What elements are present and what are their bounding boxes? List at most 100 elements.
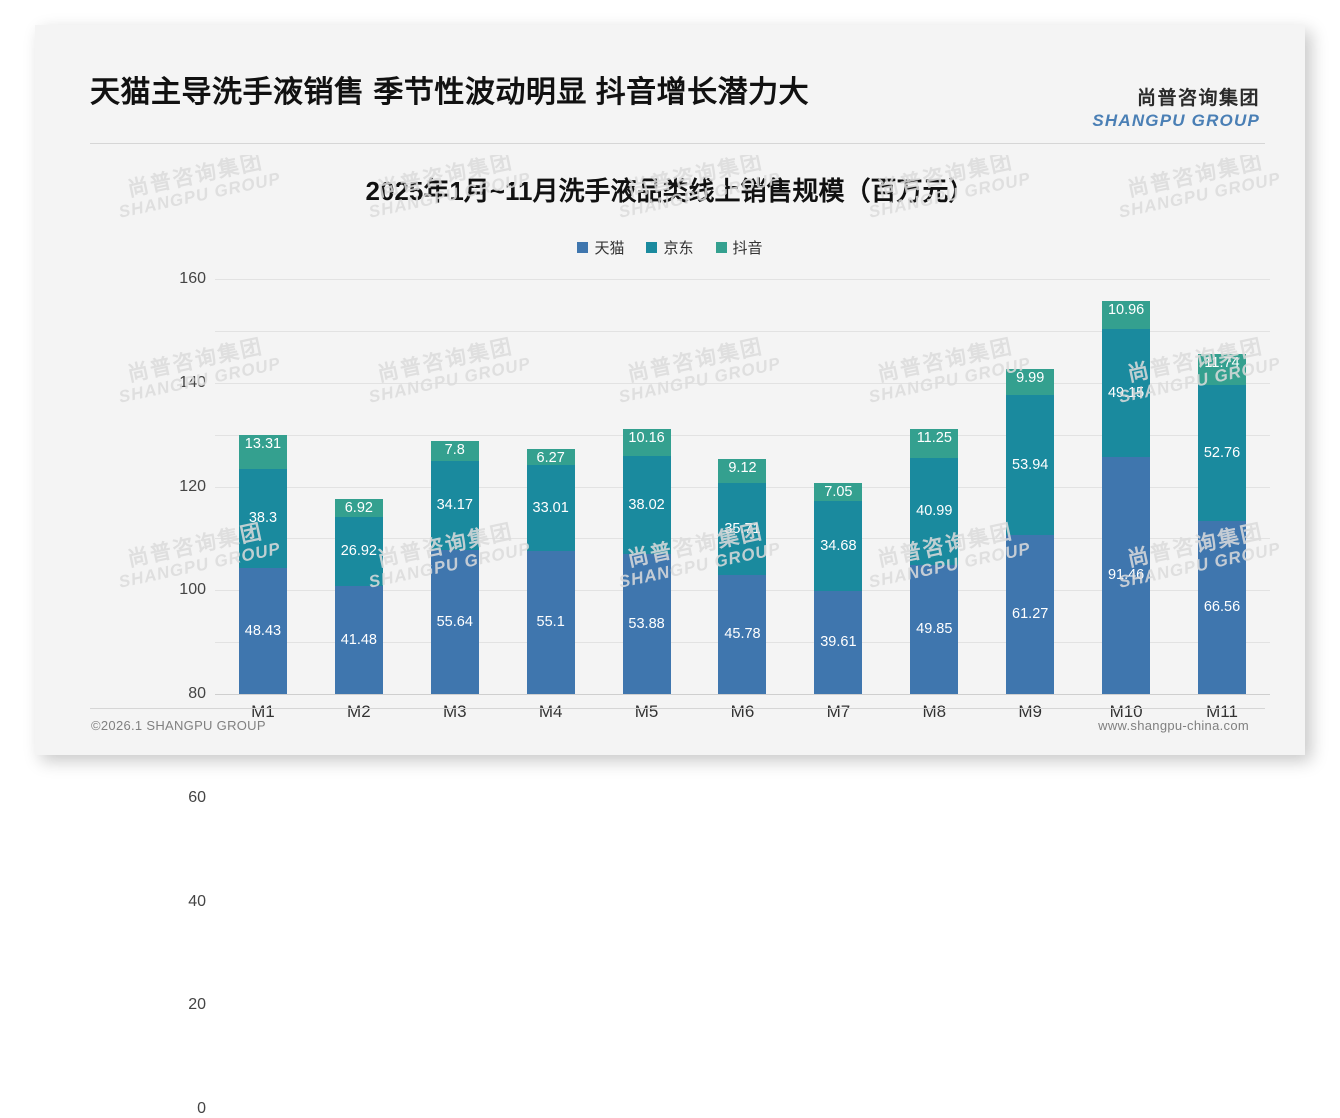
bar-value-label: 38.02: [628, 496, 665, 513]
bar-segment-抖音[interactable]: 10.96: [1102, 300, 1151, 330]
bar-segment-抖音[interactable]: 7.05: [814, 483, 863, 502]
bar-segment-京东[interactable]: 53.94: [1006, 395, 1055, 536]
bar-value-label: 10.96: [1107, 301, 1145, 318]
legend-item-京东[interactable]: 京东: [646, 237, 694, 258]
bar-segment-天猫[interactable]: 41.48: [334, 586, 383, 694]
x-axis-tick-label: M9: [1018, 702, 1043, 721]
legend-swatch-icon: [646, 242, 658, 253]
bar-segment-抖音[interactable]: 11.74: [1198, 354, 1247, 385]
bar-segment-抖音[interactable]: 9.12: [718, 459, 767, 483]
bar-value-label: 35.71: [724, 520, 761, 537]
bar-value-label: 55.64: [436, 613, 473, 630]
y-axis-tick-label: 0: [197, 1100, 206, 1117]
gridline: 0: [197, 694, 1270, 1117]
footer-website: www.shangpu-china.com: [1098, 718, 1249, 733]
bar-segment-天猫[interactable]: 53.88: [622, 554, 671, 694]
bar-segment-抖音[interactable]: 7.8: [430, 440, 479, 462]
legend-label: 天猫: [594, 240, 625, 257]
x-axis-tick-label: M8: [922, 702, 947, 721]
gridline: 120: [179, 382, 1270, 495]
bar-segment-抖音[interactable]: 11.25: [910, 429, 959, 459]
bar-segment-京东[interactable]: 38.02: [622, 455, 671, 555]
chart-bars: 13.31 38.3 48.43 6.92 26.92 41.48 7.8 34.17 55.6…: [215, 279, 1270, 694]
bar-segment-京东[interactable]: 52.76: [1198, 384, 1247, 522]
legend-item-抖音[interactable]: 抖音: [715, 237, 763, 258]
bar-segment-京东[interactable]: 34.68: [814, 501, 863, 592]
bar-value-label: 45.78: [724, 626, 761, 643]
bar-value-label: 11.25: [916, 430, 952, 447]
bar-value-label: 7.05: [824, 484, 853, 501]
bar-column-M11[interactable]: 11.74 52.76 66.56: [1191, 279, 1253, 694]
bar-segment-抖音[interactable]: 10.16: [622, 429, 671, 456]
y-axis-tick-label: 80: [188, 685, 206, 702]
bar-segment-京东[interactable]: 38.3: [238, 469, 287, 569]
bar-segment-天猫[interactable]: 55.64: [430, 549, 479, 694]
gridline: 160: [179, 270, 1270, 287]
bar-segment-天猫[interactable]: 39.61: [814, 591, 863, 694]
bar-value-label: 53.94: [1012, 456, 1049, 473]
bar-value-label: 66.56: [1203, 599, 1241, 616]
bar-segment-天猫[interactable]: 91.46: [1102, 456, 1151, 694]
y-axis-tick-label: 60: [188, 788, 206, 806]
bar-value-label: 9.12: [728, 460, 757, 477]
bar-value-label: 40.99: [916, 503, 953, 520]
y-axis-tick-label: 160: [179, 270, 206, 287]
bar-value-label: 39.61: [820, 634, 857, 651]
bar-value-label: 61.27: [1012, 606, 1049, 623]
footer-copyright: ©2026.1 SHANGPU GROUP: [91, 718, 266, 733]
legend-label: 抖音: [732, 240, 763, 257]
bar-value-label: 53.88: [628, 615, 665, 632]
bar-value-label: 49.85: [916, 621, 953, 638]
gridline: 140: [179, 330, 1270, 391]
bar-segment-天猫[interactable]: 49.85: [910, 564, 959, 694]
bar-column-M10[interactable]: 10.96 49.15 91.46: [1095, 279, 1157, 694]
y-axis-tick-label: 140: [179, 373, 206, 391]
bar-value-label: 7.8: [444, 441, 465, 458]
bar-column-M1[interactable]: 13.31 38.3 48.43: [232, 279, 294, 694]
x-axis-tick-label: M7: [826, 702, 851, 721]
bar-segment-抖音[interactable]: 6.27: [526, 449, 575, 466]
x-axis-tick-label: M3: [442, 702, 467, 721]
y-axis-tick-label: 20: [188, 996, 206, 1014]
bar-column-M7[interactable]: 7.05 34.68 39.61: [807, 279, 869, 694]
bar-column-M9[interactable]: 9.99 53.94 61.27: [999, 279, 1061, 694]
bar-segment-抖音[interactable]: 9.99: [1006, 369, 1055, 396]
bar-column-M8[interactable]: 11.25 40.99 49.85: [903, 279, 965, 694]
x-axis-tick-label: M11: [1206, 702, 1238, 721]
bar-segment-京东[interactable]: 35.71: [718, 482, 767, 576]
x-axis-tick-label: M6: [730, 702, 755, 721]
logo-english-text: SHANGPU GROUP: [1092, 111, 1260, 130]
legend-item-天猫[interactable]: 天猫: [577, 237, 624, 258]
bar-column-M6[interactable]: 9.12 35.71 45.78: [711, 279, 773, 694]
bar-segment-京东[interactable]: 49.15: [1102, 329, 1151, 457]
bar-segment-天猫[interactable]: 66.56: [1198, 521, 1247, 694]
bar-column-M4[interactable]: 6.27 33.01 55.1: [520, 279, 582, 694]
slide-card: 尚普咨询集团 SHANGPU GROUP 尚普咨询集团 SHANGPU GROUP 尚普…: [35, 25, 1305, 1117]
bar-column-M2[interactable]: 6.92 26.92 41.48: [328, 279, 390, 694]
x-axis-tick-label: M1: [251, 702, 275, 721]
bar-segment-抖音[interactable]: 6.92: [334, 498, 383, 517]
bar-segment-天猫[interactable]: 48.43: [238, 568, 287, 694]
bar-column-M3[interactable]: 7.8 34.17 55.64: [424, 279, 486, 694]
bar-value-label: 34.68: [820, 538, 857, 555]
bar-segment-天猫[interactable]: 55.1: [526, 551, 575, 694]
bar-column-M5[interactable]: 10.16 38.02 53.88: [616, 279, 678, 694]
bar-segment-天猫[interactable]: 61.27: [1006, 535, 1055, 694]
bar-value-label: 6.92: [344, 499, 373, 516]
x-axis-tick-label: M2: [347, 702, 371, 721]
bar-segment-抖音[interactable]: 13.31: [238, 434, 287, 470]
bar-value-label: 48.43: [244, 622, 282, 639]
bar-value-label: 13.31: [244, 435, 282, 452]
y-axis-tick-label: 40: [188, 892, 206, 910]
bar-segment-京东[interactable]: 26.92: [334, 516, 383, 587]
bar-segment-京东[interactable]: 33.01: [526, 465, 575, 552]
bar-segment-天猫[interactable]: 45.78: [718, 575, 767, 694]
bar-segment-京东[interactable]: 40.99: [910, 458, 959, 565]
chart-plot-area: 160 140 120 100 80 60 40 20 0 13.31 38.3 48.43 6.92…: [170, 247, 1270, 1117]
company-logo: 尚普咨询集团 SHANGPU GROUP: [1092, 83, 1260, 131]
footer-divider: [90, 708, 1265, 709]
bar-segment-京东[interactable]: 34.17: [430, 461, 479, 550]
page-title: 天猫主导洗手液销售 季节性波动明显 抖音增长潜力大: [90, 76, 810, 109]
slide-header: 天猫主导洗手液销售 季节性波动明显 抖音增长潜力大 尚普咨询集团 SHANGPU…: [35, 25, 1305, 130]
logo-chinese-text: 尚普咨询集团: [1136, 88, 1260, 109]
